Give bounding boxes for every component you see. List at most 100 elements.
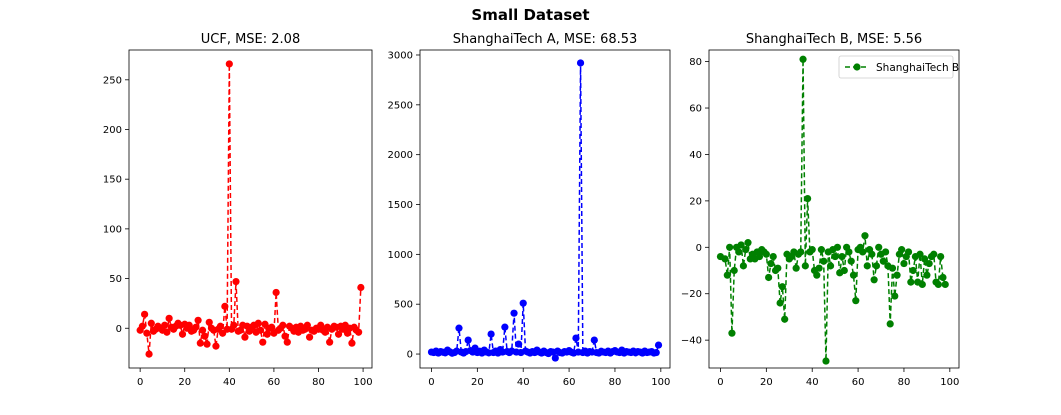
data-point [326,338,334,346]
data-point [464,336,472,344]
data-point [652,348,660,357]
data-point [165,314,173,322]
data-point [879,257,887,265]
data-point [815,264,823,272]
y-tick-label: −40 [681,336,702,347]
data-point [212,342,220,350]
x-tick-label: 0 [137,377,143,388]
data-point [254,319,262,327]
data-point [232,277,240,286]
data-point [831,252,839,261]
subplot-shanghaitech-b: ShanghaiTech B, MSE: 5.56 0 20 40 60 80 100 −40… [681,32,960,388]
x-tick-label: 80 [312,377,325,388]
x-tick-label: 40 [517,377,530,388]
data-point [654,341,663,349]
data-point [268,323,276,331]
figure-title: Small Dataset [471,6,590,24]
axes-frame [708,49,960,369]
data-point [739,262,748,270]
data-point [916,250,924,258]
data-point [765,273,773,282]
data-point [904,248,913,256]
data-point [357,283,365,292]
data-point [196,339,204,347]
y-tick-label: 80 [689,57,702,68]
data-point [230,321,238,329]
data-point [735,248,743,256]
data-point [937,252,945,261]
data-point [576,59,585,67]
data-point [143,329,151,337]
y-tick-label: 3000 [388,50,413,61]
x-tick-label: 80 [898,377,911,388]
data-point [590,336,598,344]
data-point [487,330,495,338]
y-tick-label: 100 [103,224,122,235]
y-tick-label: 40 [689,150,702,161]
y-tick-label: 1500 [388,200,413,211]
data-point [918,280,926,289]
data-point [194,316,202,324]
data-point [221,302,229,310]
x-tick-label: 40 [223,377,236,388]
data-point [305,333,314,341]
data-point [870,276,878,284]
data-point [355,328,363,336]
data-point [726,243,734,251]
data-point [822,357,830,365]
data-point [838,252,846,261]
subplot-title: UCF, MSE: 2.08 [201,32,300,47]
data-point [728,329,736,337]
y-tick-label: 60 [689,104,702,115]
x-tick-label: 100 [651,377,670,388]
data-point [762,250,770,258]
data-point [923,271,931,279]
x-tick-label: 100 [354,377,373,388]
x-tick-label: 100 [940,377,959,388]
data-point [281,332,289,340]
x-tick-label: 80 [609,377,622,388]
data-point [907,278,915,286]
x-tick-label: 0 [717,377,723,388]
x-tick-label: 40 [806,377,819,388]
data-point [934,280,942,289]
x-tick-label: 60 [268,377,281,388]
data-point [888,264,897,272]
legend-box [838,55,954,79]
data-point [216,322,225,330]
data-point [799,55,807,63]
data-point [808,246,816,254]
y-tick-label: 20 [689,196,702,207]
data-point [886,320,894,328]
data-point [348,339,356,347]
data-point [882,248,890,256]
data-point [259,338,267,346]
subplot-title: ShanghaiTech B, MSE: 5.56 [746,32,922,47]
data-point [863,262,871,270]
data-point [519,299,527,307]
data-point [283,338,291,346]
series-line [139,63,362,355]
series-line [431,62,660,361]
data-point [900,259,908,268]
data-point [501,323,509,331]
subplot-shanghaitech-a: ShanghaiTech A, MSE: 68.530 20 40 60 80 10005… [388,32,671,388]
x-tick-label: 20 [178,377,191,388]
data-point [813,271,821,279]
data-point [801,262,809,270]
data-point [868,250,876,258]
series-line [720,59,946,362]
data-point [909,266,917,275]
data-point [817,246,825,254]
data-point [939,273,947,282]
data-point [826,262,835,270]
data-point [161,321,169,329]
data-point [198,326,207,334]
data-point [241,333,249,341]
data-point [185,321,193,329]
data-point [225,60,233,68]
data-point [721,255,729,263]
legend-label: ShanghaiTech B [876,62,959,74]
data-point [925,259,933,268]
